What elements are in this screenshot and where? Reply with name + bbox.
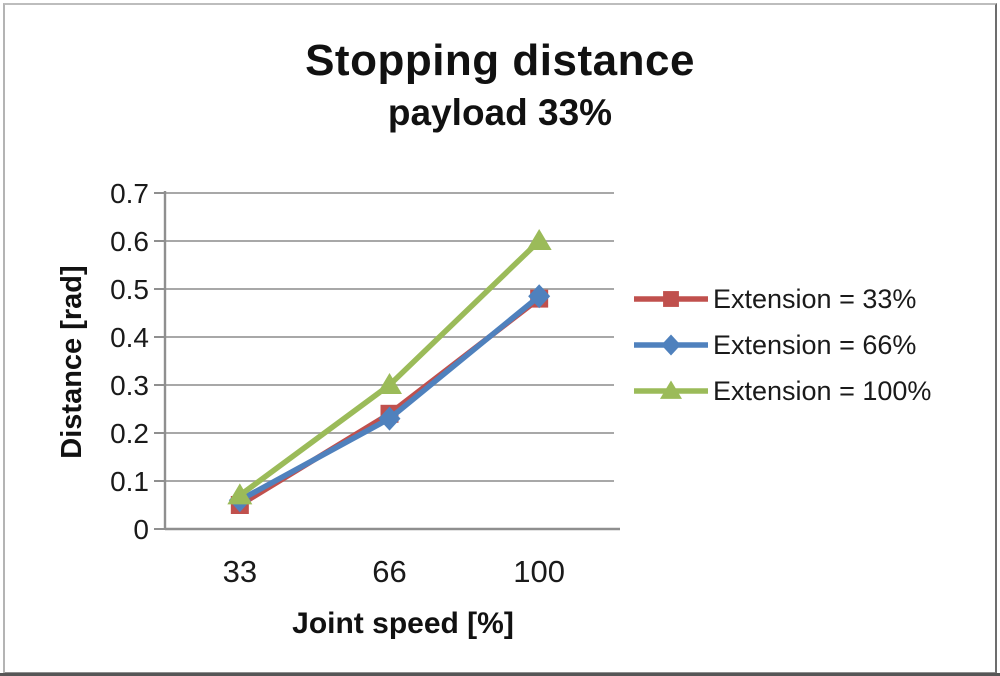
- x-tick-label: 100: [513, 554, 565, 589]
- data-point-square: [663, 291, 679, 307]
- legend-label: Extension = 33%: [713, 283, 917, 314]
- figure-border-bottom: [0, 673, 1000, 676]
- data-point-triangle: [526, 229, 552, 250]
- y-tick-label: 0.3: [110, 370, 149, 401]
- legend-label: Extension = 100%: [713, 375, 932, 406]
- data-point-diamond: [378, 406, 401, 431]
- x-axis-title: Joint speed [%]: [292, 607, 514, 640]
- series-line: [237, 293, 542, 503]
- legend-marker-triangle-icon: [634, 380, 708, 399]
- x-tick-label: 66: [372, 554, 406, 589]
- legend-marker-square-icon: [634, 291, 708, 307]
- y-tick-label: 0.7: [110, 178, 149, 209]
- legend-item: Extension = 33%: [632, 276, 931, 322]
- legend: Extension = 33% Extension = 66% Extensio…: [632, 276, 931, 414]
- data-point-diamond: [528, 284, 551, 309]
- y-tick-label: 0.6: [110, 226, 149, 257]
- legend-item: Extension = 100%: [632, 368, 931, 414]
- data-point-diamond: [661, 334, 681, 356]
- y-tick-label: 0: [133, 514, 149, 545]
- legend-marker-diamond-icon: [634, 334, 708, 356]
- y-tick-label: 0.4: [110, 322, 149, 353]
- x-tick-label: 33: [223, 554, 257, 589]
- legend-label: Extension = 66%: [713, 329, 917, 360]
- data-point-triangle: [227, 483, 253, 505]
- legend-item: Extension = 66%: [632, 322, 931, 368]
- data-point-triangle: [660, 380, 682, 399]
- y-tick-label: 0.1: [110, 466, 149, 497]
- chart-subtitle: payload 33%: [387, 92, 613, 133]
- series-line: [237, 238, 542, 499]
- y-tick-label: 0.5: [110, 274, 149, 305]
- chart-title: Stopping distance: [305, 36, 695, 85]
- data-point-triangle: [377, 373, 402, 394]
- y-tick-label: 0.2: [110, 418, 149, 449]
